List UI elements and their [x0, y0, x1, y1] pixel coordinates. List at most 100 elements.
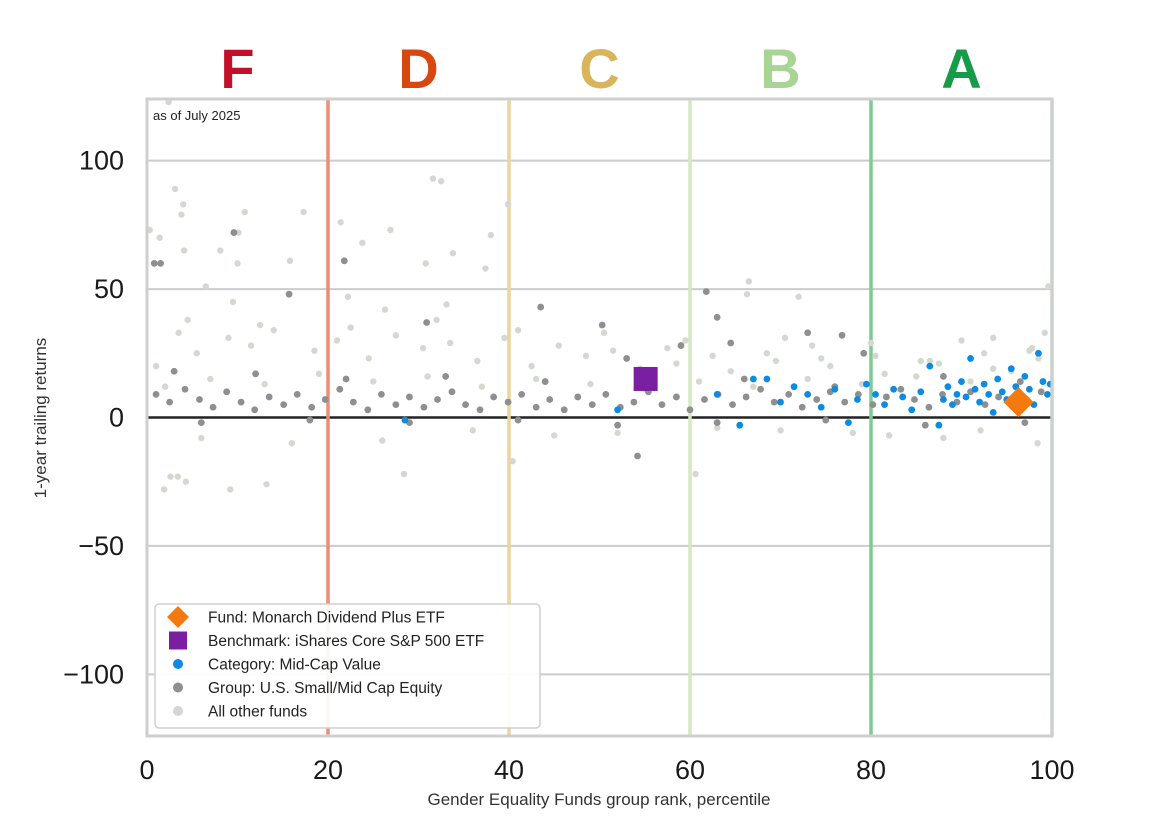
- data-point: [448, 388, 456, 396]
- data-point: [377, 390, 385, 398]
- data-point: [157, 259, 164, 267]
- data-point: [899, 393, 907, 401]
- data-point: [763, 350, 771, 357]
- data-point: [958, 337, 965, 344]
- data-point: [392, 401, 400, 409]
- data-point: [333, 337, 341, 344]
- data-point: [490, 393, 498, 401]
- data-point: [193, 350, 200, 357]
- data-point: [209, 403, 217, 411]
- data-point: [337, 219, 344, 226]
- data-point: [252, 370, 259, 378]
- benchmark-point: [633, 366, 658, 391]
- data-point: [804, 329, 812, 337]
- data-point: [387, 226, 394, 234]
- data-point: [822, 416, 830, 424]
- data-point: [560, 406, 568, 414]
- data-point: [953, 390, 961, 398]
- data-point: [962, 393, 970, 401]
- as-of-note: as of July 2025: [153, 108, 240, 123]
- data-point: [867, 339, 875, 347]
- data-point: [808, 342, 816, 349]
- data-point: [729, 401, 736, 409]
- data-point: [985, 390, 993, 398]
- data-point: [885, 432, 893, 439]
- x-tick-label: 80: [856, 755, 886, 785]
- data-point: [958, 378, 965, 385]
- data-point: [478, 383, 486, 390]
- data-point: [306, 416, 314, 424]
- data-point: [487, 231, 495, 239]
- data-point: [921, 421, 929, 429]
- legend-label: Group: U.S. Small/Mid Cap Equity: [208, 680, 443, 697]
- data-point: [223, 388, 231, 396]
- data-point: [474, 357, 481, 365]
- data-point: [841, 398, 849, 406]
- data-point: [785, 390, 793, 398]
- data-point: [311, 347, 318, 354]
- data-point: [917, 388, 925, 396]
- data-point: [935, 360, 943, 367]
- data-point: [184, 316, 191, 324]
- data-point: [777, 398, 784, 406]
- data-point: [180, 201, 187, 208]
- data-point: [207, 375, 214, 383]
- data-point: [180, 247, 188, 254]
- x-tick-label: 40: [494, 755, 524, 785]
- data-point: [940, 373, 947, 380]
- data-point: [1045, 283, 1052, 290]
- data-point: [293, 390, 301, 398]
- y-tick-label: 100: [79, 146, 124, 176]
- data-point: [994, 375, 1002, 383]
- data-point: [541, 378, 549, 385]
- data-point: [156, 234, 163, 241]
- legend-marker-circle: [173, 706, 183, 716]
- data-point: [686, 406, 694, 414]
- data-point: [514, 326, 522, 334]
- legend-label: All other funds: [208, 704, 307, 721]
- data-point: [872, 352, 879, 360]
- grade-label: B: [760, 37, 800, 100]
- data-points: [146, 98, 1054, 493]
- data-point: [614, 429, 621, 437]
- data-point: [229, 298, 237, 306]
- data-point: [150, 259, 158, 267]
- data-point: [989, 365, 997, 372]
- data-point: [925, 403, 933, 411]
- data-point: [713, 313, 721, 321]
- data-point: [476, 406, 484, 414]
- x-tick-label: 100: [1029, 755, 1074, 785]
- data-point: [989, 334, 997, 342]
- data-point: [400, 470, 408, 478]
- data-point: [854, 390, 862, 398]
- data-point: [1035, 349, 1042, 357]
- data-point: [742, 393, 750, 401]
- legend-marker-circle: [173, 659, 183, 669]
- data-point: [504, 201, 512, 208]
- data-point: [280, 401, 288, 409]
- y-tick-label: 0: [109, 403, 124, 433]
- data-point: [437, 177, 445, 185]
- data-point: [518, 390, 526, 398]
- y-axis-label: 1-year trailing returns: [31, 338, 50, 499]
- data-point: [980, 350, 988, 357]
- data-point: [182, 478, 190, 485]
- data-point: [514, 416, 522, 424]
- data-point: [342, 375, 350, 383]
- data-point: [321, 396, 329, 403]
- data-point: [757, 385, 764, 393]
- data-point: [727, 339, 735, 347]
- data-point: [462, 401, 469, 409]
- data-point: [198, 434, 205, 442]
- data-point: [587, 380, 594, 388]
- grade-label: D: [398, 37, 438, 100]
- data-point: [227, 486, 234, 493]
- data-point: [1016, 378, 1024, 385]
- data-point: [781, 334, 789, 342]
- data-point: [989, 408, 997, 416]
- data-point: [763, 375, 771, 383]
- data-point: [359, 239, 366, 247]
- data-point: [196, 396, 203, 403]
- data-point: [860, 349, 868, 357]
